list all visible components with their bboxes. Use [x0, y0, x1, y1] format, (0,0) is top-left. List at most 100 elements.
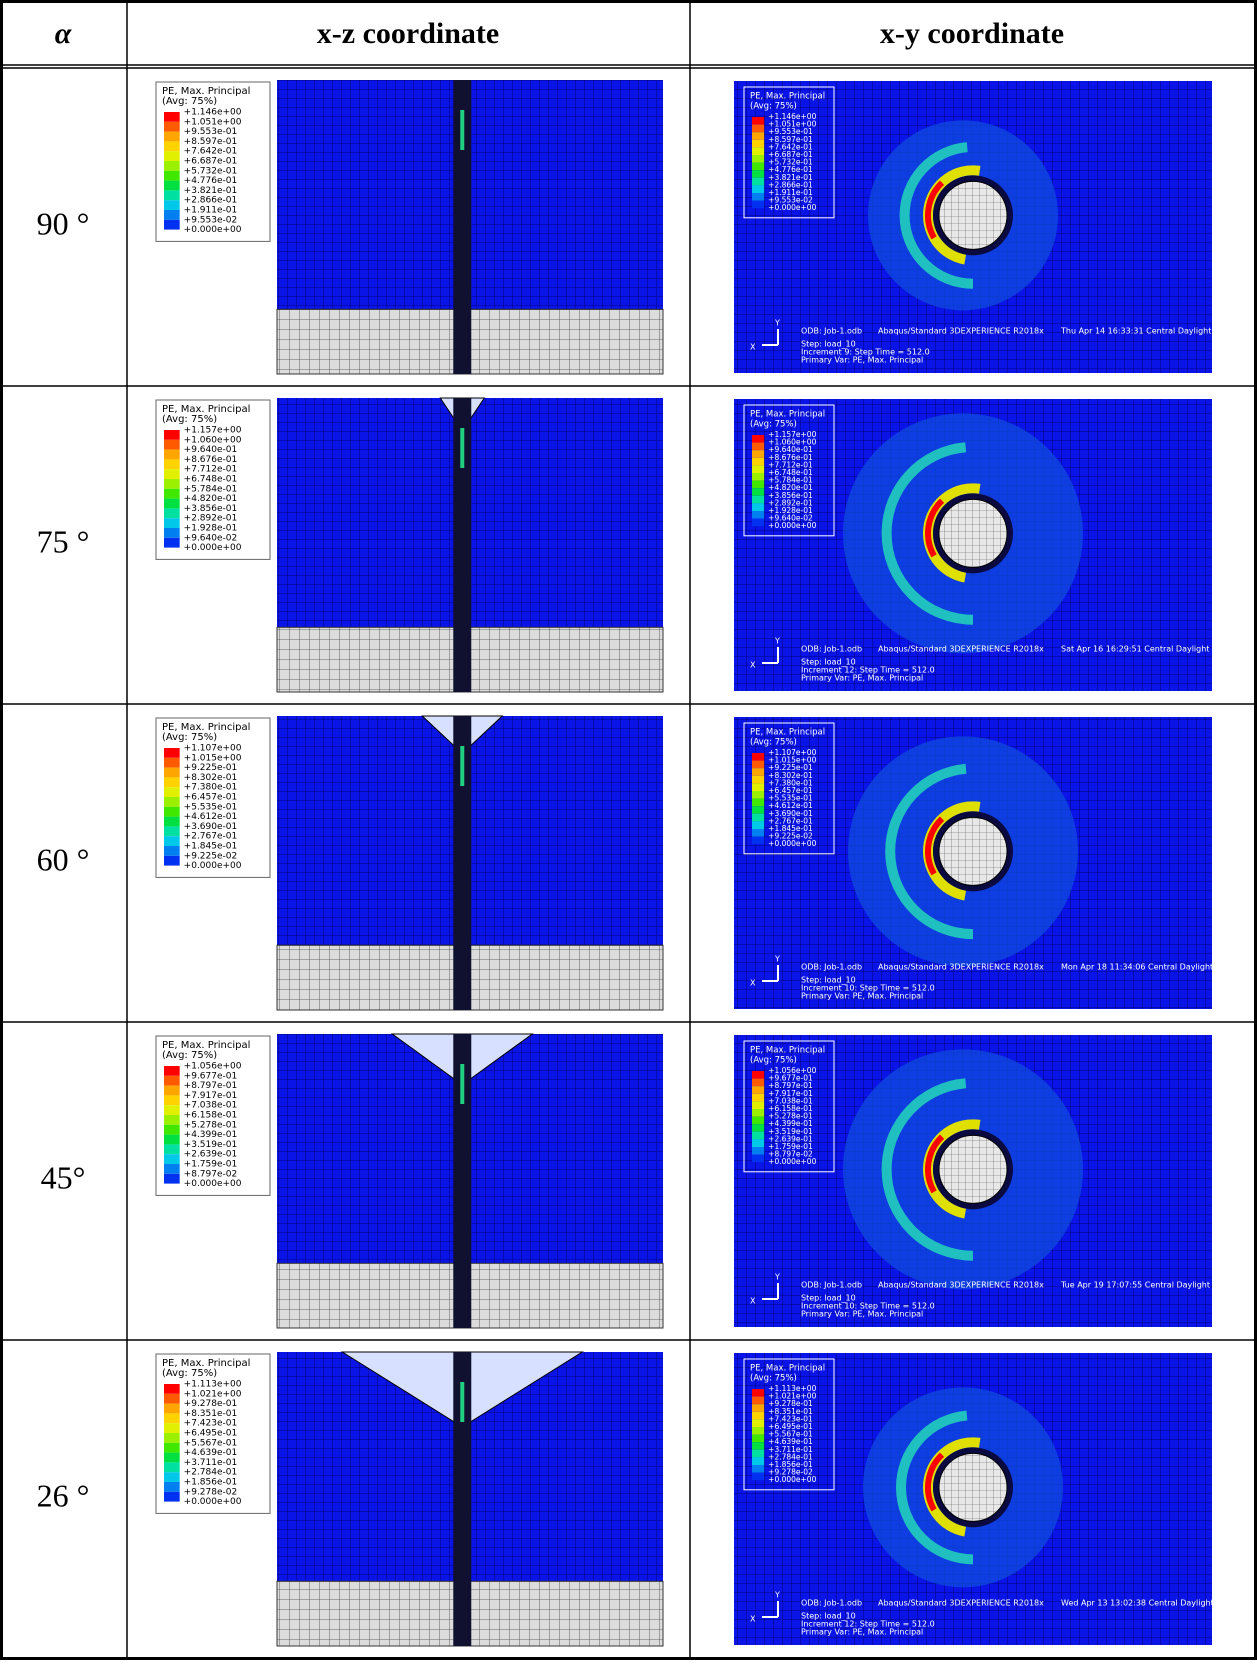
legend-swatch: [752, 1449, 765, 1458]
xz-borehole: [453, 1352, 472, 1646]
xy-core: [938, 1134, 1008, 1204]
info-primary-var: Primary Var: PE, Max. Principal: [801, 992, 923, 1001]
triad-y: Y: [774, 319, 780, 328]
legend-title: PE, Max. Principal: [162, 404, 250, 415]
legend-value: +2.784e-01: [184, 1468, 238, 1478]
legend-value: +2.767e-01: [184, 832, 238, 842]
legend-value: +2.892e-01: [184, 514, 238, 524]
triad-x: X: [750, 343, 756, 352]
info-increment: Increment 12: Step Time = 512.0: [801, 666, 935, 675]
xz-strain: [460, 1382, 465, 1422]
legend-value: +1.060e+00: [768, 438, 816, 447]
xy-red: [925, 1121, 1021, 1218]
legend-swatch: [752, 783, 765, 791]
legend-box: [743, 1358, 835, 1491]
legend-value: +5.535e-01: [184, 802, 238, 812]
legend-title: PE, Max. Principal: [162, 722, 250, 733]
angle-label: 90 °: [37, 205, 90, 241]
legend-avg: (Avg: 75%): [750, 102, 797, 112]
legend-swatch: [164, 1085, 180, 1096]
info-primary-var: Primary Var: PE, Max. Principal: [801, 356, 923, 365]
legend-value: +5.567e-01: [184, 1438, 238, 1448]
legend-title: PE, Max. Principal: [750, 728, 825, 738]
legend-value: +7.917e-01: [768, 1089, 813, 1098]
legend-value: +4.639e-01: [768, 1437, 813, 1446]
legend-value: +8.797e-01: [768, 1081, 813, 1090]
xz-strain: [460, 428, 465, 468]
legend-value: +6.457e-01: [184, 793, 238, 803]
legend-swatch: [752, 821, 765, 829]
legend-title: PE, Max. Principal: [162, 86, 250, 97]
legend-swatch: [752, 775, 765, 784]
legend-value: +3.690e-01: [768, 809, 813, 818]
legend-swatch: [164, 112, 180, 122]
legend-value: +6.457e-01: [768, 786, 813, 795]
legend-swatch: [752, 480, 765, 489]
legend-swatch: [164, 846, 180, 856]
legend-value: +5.535e-01: [768, 794, 813, 803]
legend-swatch: [164, 131, 180, 142]
legend-swatch: [164, 508, 180, 519]
legend-value: +9.553e-01: [184, 127, 238, 137]
legend-value: +6.748e-01: [768, 468, 813, 477]
xy-ring: [885, 763, 1061, 940]
info-date: Sat Apr 16 16:29:51 Central Daylight: [1061, 645, 1209, 654]
legend-swatch: [164, 1115, 180, 1125]
xz-borehole: [453, 398, 472, 692]
legend-value: +6.687e-01: [768, 150, 813, 159]
info-software: Abaqus/Standard 3DEXPERIENCE R2018x: [878, 327, 1044, 336]
legend-swatch: [164, 1472, 180, 1482]
legend-value: +1.157e+00: [768, 430, 816, 439]
triad: [762, 1283, 779, 1300]
legend-value: +9.553e-01: [768, 127, 813, 136]
angle-label: 60 °: [37, 841, 90, 877]
legend-value: +8.676e-01: [768, 453, 813, 462]
legend-swatch: [164, 1066, 180, 1076]
legend-value: +7.380e-01: [184, 783, 238, 793]
legend-swatch: [752, 1139, 765, 1147]
legend-swatch: [164, 439, 180, 450]
legend-value: +9.225e-02: [184, 851, 238, 861]
triad: [762, 1601, 779, 1618]
legend-swatch: [164, 836, 180, 846]
legend-value: +7.712e-01: [184, 465, 238, 475]
legend-value: +1.911e-01: [768, 188, 813, 197]
legend-value: +8.597e-01: [184, 137, 238, 147]
legend-value: +4.399e-01: [184, 1130, 238, 1140]
legend-swatch: [752, 760, 765, 769]
legend-value: +0.000e+00: [184, 1497, 242, 1507]
legend-title: PE, Max. Principal: [750, 1046, 825, 1056]
info-odb: ODB: Job-1.odb: [801, 1281, 862, 1290]
legend-swatch: [752, 473, 765, 481]
legend-avg: (Avg: 75%): [162, 732, 217, 743]
angle-label: 45°: [41, 1159, 86, 1195]
legend-value: +7.380e-01: [768, 778, 813, 787]
xz-borehole: [453, 1034, 472, 1328]
legend-value: +1.856e-01: [184, 1478, 238, 1488]
triad: [762, 647, 779, 664]
legend-value: +8.351e-01: [184, 1409, 238, 1419]
info-increment: Increment 10: Step Time = 512.0: [801, 984, 935, 993]
legend-swatch: [752, 1404, 765, 1412]
legend-value: +9.553e-02: [768, 196, 813, 205]
legend-value: +5.567e-01: [768, 1430, 813, 1439]
legend-value: +1.113e+00: [184, 1380, 242, 1390]
legend-value: +9.278e-01: [184, 1399, 238, 1409]
legend-swatch: [164, 151, 180, 161]
legend-value: +3.519e-01: [768, 1127, 813, 1136]
legend-swatch: [164, 469, 180, 479]
legend-swatch: [164, 1384, 180, 1394]
legend-swatch: [164, 1154, 180, 1164]
xy-core: [938, 1452, 1008, 1522]
legend-avg: (Avg: 75%): [162, 96, 217, 107]
legend-value: +4.776e-01: [184, 176, 238, 186]
legend-swatch: [164, 161, 180, 171]
legend-value: +0.000e+00: [184, 1179, 242, 1189]
legend-value: +0.000e+00: [184, 225, 242, 235]
legend-value: +1.107e+00: [768, 748, 816, 757]
info-date: Tue Apr 19 17:07:55 Central Daylight: [1060, 1281, 1210, 1290]
legend-swatch: [164, 200, 180, 210]
legend-swatch: [752, 442, 765, 451]
